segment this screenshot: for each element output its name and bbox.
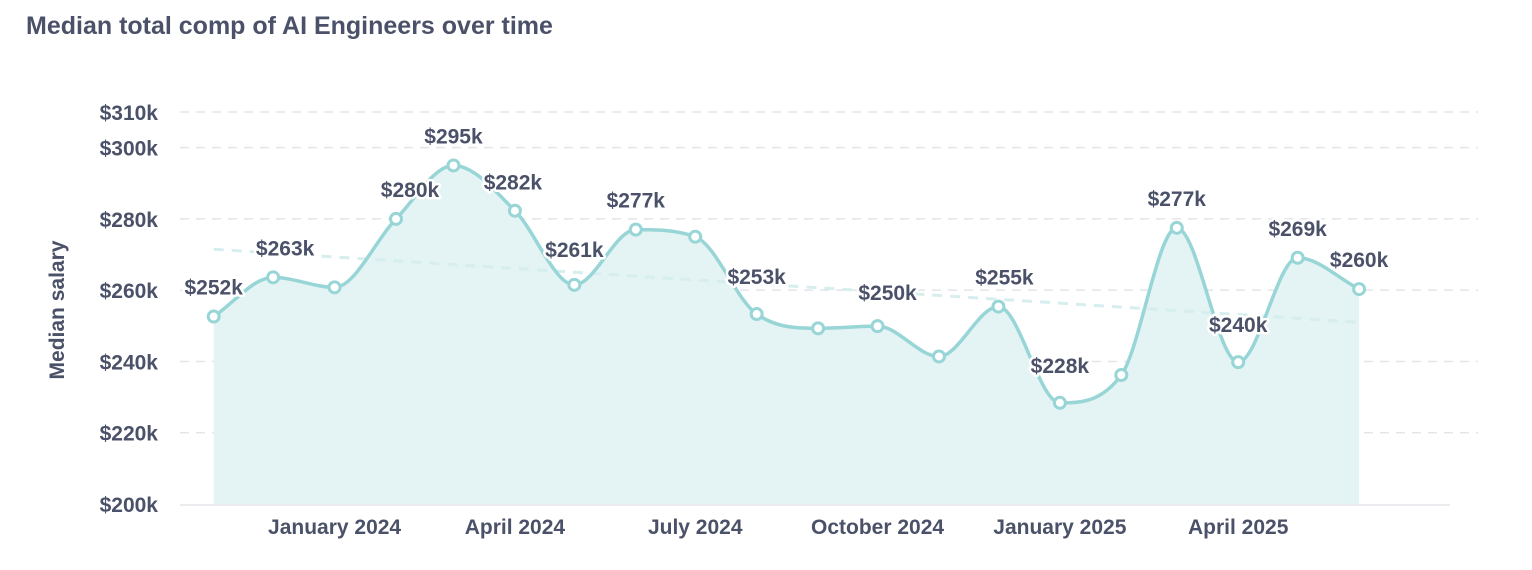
data-point[interactable] <box>327 280 342 295</box>
data-point[interactable] <box>628 222 643 237</box>
data-point[interactable] <box>206 309 221 324</box>
data-label: $282k <box>484 172 543 195</box>
data-label: $295k <box>424 125 483 148</box>
data-point[interactable] <box>688 229 703 244</box>
data-point[interactable] <box>389 211 404 226</box>
data-point[interactable] <box>991 299 1006 314</box>
data-label: $253k <box>727 266 786 289</box>
x-tick-label: April 2024 <box>465 516 566 539</box>
y-tick-label: $280k <box>100 209 159 232</box>
data-label: $280k <box>381 179 440 202</box>
data-label: $261k <box>545 239 604 262</box>
data-label: $277k <box>607 190 666 213</box>
data-point[interactable] <box>870 319 885 334</box>
x-tick-label: April 2025 <box>1188 516 1289 539</box>
trend-line <box>213 247 1360 324</box>
y-tick-label: $300k <box>100 138 159 161</box>
data-point[interactable] <box>507 203 522 218</box>
area-fill <box>213 165 1360 505</box>
data-label: $240k <box>1209 314 1268 337</box>
data-point[interactable] <box>567 277 582 292</box>
data-label: $228k <box>1031 355 1090 378</box>
data-point[interactable] <box>1052 395 1067 410</box>
data-point[interactable] <box>931 349 946 364</box>
data-point[interactable] <box>266 270 281 285</box>
data-label: $260k <box>1330 249 1389 272</box>
chart-title: Median total comp of AI Engineers over t… <box>26 12 553 40</box>
data-label: $269k <box>1268 218 1327 241</box>
data-point[interactable] <box>1169 220 1184 235</box>
data-point[interactable] <box>749 307 764 322</box>
y-tick-label: $220k <box>100 423 159 446</box>
data-label: $263k <box>256 237 315 260</box>
data-label: $277k <box>1148 188 1207 211</box>
data-point[interactable] <box>1352 282 1367 297</box>
y-tick-label: $310k <box>100 102 159 125</box>
x-tick-label: July 2024 <box>648 516 743 539</box>
data-point[interactable] <box>1231 355 1246 370</box>
data-label: $255k <box>975 267 1034 290</box>
data-point[interactable] <box>1290 250 1305 265</box>
y-tick-label: $260k <box>100 280 159 303</box>
data-label: $252k <box>184 277 243 300</box>
y-axis-title: Median salary <box>46 240 69 379</box>
data-point[interactable] <box>446 158 461 173</box>
data-label: $250k <box>858 282 917 305</box>
x-tick-label: October 2024 <box>811 516 944 539</box>
data-point[interactable] <box>811 321 826 336</box>
y-tick-label: $200k <box>100 494 159 517</box>
data-point[interactable] <box>1114 367 1129 382</box>
x-tick-label: January 2024 <box>268 516 401 539</box>
y-tick-label: $240k <box>100 351 159 374</box>
x-tick-label: January 2025 <box>993 516 1126 539</box>
